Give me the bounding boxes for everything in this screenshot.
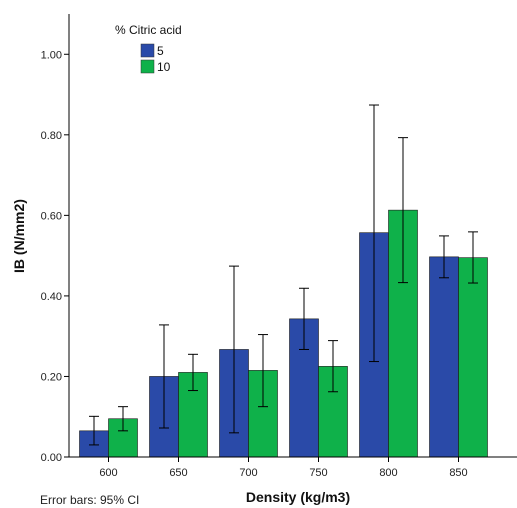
legend-title: % Citric acid	[115, 23, 182, 37]
y-tick-label: 0.40	[41, 291, 62, 303]
x-ticks-group: 600 650 700 750 800 850	[99, 457, 468, 479]
legend-swatch-5	[140, 43, 155, 58]
x-tick-label: 800	[379, 467, 397, 479]
x-axis-title: Density (kg/m3)	[246, 489, 350, 505]
bar-10-850	[458, 257, 488, 458]
y-tick-label: 0.60	[41, 210, 62, 222]
y-axis-title: IB (N/mm2)	[11, 199, 27, 273]
legend-swatch-10	[140, 59, 155, 74]
y-ticks-group: 0.00 0.20 0.40 0.60 0.80 1.00	[41, 49, 69, 464]
legend-label-10: 10	[157, 60, 171, 74]
legend-label-5: 5	[157, 44, 164, 58]
axes-group	[68, 14, 517, 458]
y-tick-label: 0.00	[41, 452, 62, 464]
error-bars-note: Error bars: 95% CI	[40, 493, 139, 507]
y-tick-label: 0.20	[41, 371, 62, 383]
bar-5-850	[429, 256, 459, 458]
x-tick-label: 850	[449, 467, 467, 479]
x-tick-label: 650	[169, 467, 187, 479]
y-tick-label: 0.80	[41, 130, 62, 142]
x-tick-label: 750	[309, 467, 327, 479]
error-bars-group	[89, 104, 478, 446]
legend: % Citric acid 5 10	[115, 23, 182, 74]
x-tick-label: 700	[239, 467, 257, 479]
y-tick-label: 1.00	[41, 49, 62, 61]
x-tick-label: 600	[99, 467, 117, 479]
